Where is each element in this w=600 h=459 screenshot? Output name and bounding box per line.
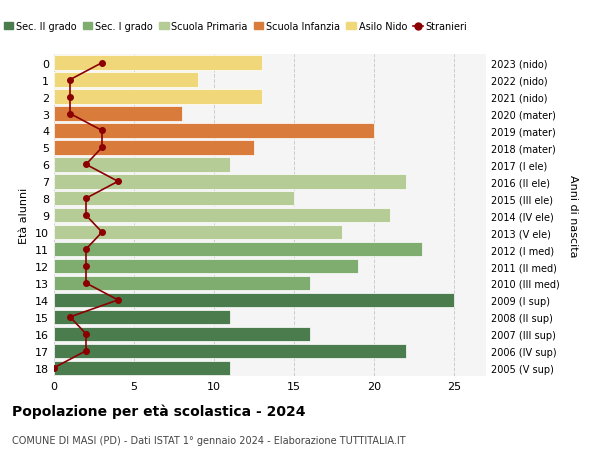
Bar [54,259,358,274]
Text: COMUNE DI MASI (PD) - Dati ISTAT 1° gennaio 2024 - Elaborazione TUTTITALIA.IT: COMUNE DI MASI (PD) - Dati ISTAT 1° genn… [12,435,406,445]
Bar [54,276,310,291]
Bar [54,141,254,155]
Bar [54,158,230,172]
Bar [54,225,342,240]
Legend: Sec. II grado, Sec. I grado, Scuola Primaria, Scuola Infanzia, Asilo Nido, Stran: Sec. II grado, Sec. I grado, Scuola Prim… [0,18,471,36]
Bar [54,56,262,71]
Bar [54,242,422,257]
Text: Popolazione per età scolastica - 2024: Popolazione per età scolastica - 2024 [12,403,305,418]
Bar [54,90,262,105]
Bar [54,293,454,308]
Bar [54,192,294,206]
Bar [54,310,230,325]
Bar [54,107,182,122]
Bar [54,208,390,223]
Bar [54,327,310,341]
Bar [54,73,198,88]
Bar [54,175,406,189]
Bar [54,361,230,375]
Bar [54,124,374,138]
Y-axis label: Anni di nascita: Anni di nascita [568,174,578,257]
Bar [54,344,406,358]
Y-axis label: Età alunni: Età alunni [19,188,29,244]
